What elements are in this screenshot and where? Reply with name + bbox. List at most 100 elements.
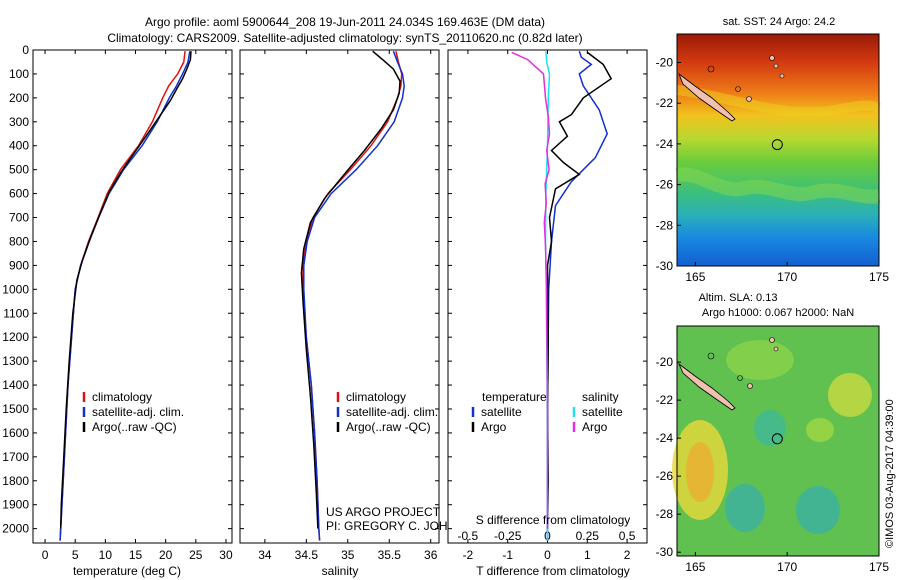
map-lat-label: -20 <box>656 355 674 369</box>
series-line-satellite-adj-clim- <box>303 50 405 541</box>
x-tick-label: 30 <box>219 548 233 562</box>
sla-anomaly <box>725 484 765 532</box>
legend-label: Argo <box>481 420 507 434</box>
new-caledonia-island <box>678 72 736 122</box>
map-lat-label: -22 <box>656 96 674 110</box>
depth-tick-label: 900 <box>9 258 29 272</box>
sla-anomaly <box>806 418 834 442</box>
x-tick-label: -1 <box>502 548 513 562</box>
island <box>707 65 715 73</box>
x-tick-label: 36 <box>424 548 438 562</box>
x-tick-label: 20 <box>159 548 173 562</box>
t-difference-axis-label: T difference from climatology <box>476 564 630 578</box>
sla-map-axes: 165 170 175 -20 -22 -24 -26 -28 -30 <box>656 355 890 574</box>
new-caledonia-island <box>678 362 736 411</box>
map-lon-label: 165 <box>685 560 705 574</box>
credits-pi: PI: GREGORY C. JOHNSON <box>326 519 482 533</box>
x-tick-label: 0 <box>544 548 551 562</box>
island <box>737 375 743 381</box>
s-tick-label: 0.5 <box>619 529 636 543</box>
sst-map-title: sat. SST: 24 Argo: 24.2 <box>723 16 836 28</box>
difference-depth-ticks <box>448 49 647 530</box>
depth-tick-label: 200 <box>9 91 29 105</box>
legend-label: Argo(..raw -QC) <box>346 420 431 434</box>
header-title-line2: Climatology: CARS2009. Satellite-adjuste… <box>107 31 582 45</box>
difference-panel: -2 -1 0 1 2 -0.5 -0.25 0 0.25 0.5 temperature sal… <box>447 49 648 578</box>
map-lat-label: -24 <box>656 137 674 151</box>
legend-label: satellite-adj. clim. <box>346 405 438 419</box>
depth-tick-label: 1100 <box>3 306 29 320</box>
series-line-t-argo <box>546 51 613 529</box>
salinity-panel: 34 34.5 35 35.5 36 climatologysatellite-adj.… <box>239 49 482 578</box>
depth-tick-label: 400 <box>9 139 29 153</box>
temperature-series <box>59 51 192 541</box>
sst-map-axes: 165 170 175 -20 -22 -24 -26 -28 -30 <box>656 55 890 284</box>
depth-tick-label: 1700 <box>2 450 29 464</box>
legend-title-salinity: salinity <box>582 390 619 404</box>
map-lon-label: 170 <box>777 270 797 284</box>
x-tick-label: 34.5 <box>295 548 319 562</box>
depth-tick-label: 1500 <box>2 402 29 416</box>
depth-tick-label: 1600 <box>2 426 29 440</box>
difference-series <box>511 50 613 541</box>
map-lon-label: 165 <box>685 270 705 284</box>
depth-tick-label: 300 <box>9 115 29 129</box>
sla-anomaly <box>754 410 786 446</box>
legend-title-temperature: temperature <box>482 390 547 404</box>
sst-band <box>675 167 881 204</box>
temperature-plot-frame <box>32 49 233 544</box>
salinity-axis-label: salinity <box>322 564 359 578</box>
depth-axis: 0 100 200 300 400 500 600 700 800 900 1000 1100 1200… <box>2 43 232 536</box>
map-lat-label: -20 <box>656 55 674 69</box>
x-tick-label: 35.5 <box>378 548 402 562</box>
map-lat-label: -30 <box>656 259 674 273</box>
depth-tick-label: 1400 <box>2 378 29 392</box>
s-tick-label: -0.25 <box>494 529 522 543</box>
x-tick-label: 35 <box>341 548 355 562</box>
depth-tick-label: 2000 <box>2 522 29 536</box>
map-lat-label: -26 <box>656 178 674 192</box>
series-line-s-argo <box>511 51 551 529</box>
salinity-series <box>300 50 405 541</box>
s-difference-axis-label: S difference from climatology <box>476 513 631 527</box>
x-tick-label: 0 <box>42 548 49 562</box>
depth-tick-label: 500 <box>9 163 29 177</box>
island <box>773 346 779 352</box>
island <box>773 63 779 69</box>
depth-tick-label: 800 <box>9 234 29 248</box>
x-tick-label: -2 <box>463 548 474 562</box>
map-lat-label: -24 <box>656 431 674 445</box>
sla-map-frame <box>676 325 880 557</box>
s-tick-label: 0.25 <box>576 529 600 543</box>
island <box>779 73 785 79</box>
sst-map-panel: sat. SST: 24 Argo: 24.2 165 170 175 -20 -22 -… <box>656 16 890 284</box>
legend-label: climatology <box>92 390 152 404</box>
sla-map-subtitle: Argo h1000: 0.067 h2000: NaN <box>702 307 854 319</box>
legend-label: Argo(..raw -QC) <box>92 420 177 434</box>
sst-map: 165 170 175 -20 -22 -24 -26 -28 -30 <box>656 33 890 284</box>
legend-label: satellite <box>481 405 522 419</box>
sst-front <box>676 85 881 118</box>
map-lat-label: -30 <box>656 545 674 559</box>
legend-label: satellite-adj. clim. <box>92 405 184 419</box>
x-tick-label: 1 <box>584 548 591 562</box>
island <box>747 383 753 389</box>
sla-map-title: Altim. SLA: 0.13 <box>699 292 778 304</box>
depth-tick-label: 600 <box>9 187 29 201</box>
series-line-argo-raw-qc- <box>59 51 192 529</box>
credits-project: US ARGO PROJECT <box>326 505 441 519</box>
map-lon-label: 170 <box>777 560 797 574</box>
x-tick-label: 15 <box>129 548 143 562</box>
sst-map-frame <box>676 33 880 267</box>
temperature-axis: 0 5 10 15 20 25 30 <box>42 50 233 562</box>
map-lon-label: 175 <box>869 270 889 284</box>
depth-tick-label: 1800 <box>2 474 29 488</box>
header-title-line1: Argo profile: aoml 5900644_208 19-Jun-20… <box>145 15 545 29</box>
profile-location-marker <box>771 139 783 151</box>
salinity-axis: 34 34.5 35 35.5 36 <box>258 50 438 562</box>
t-difference-axis: -2 -1 0 1 2 <box>463 50 631 562</box>
sla-anomaly <box>726 340 794 380</box>
